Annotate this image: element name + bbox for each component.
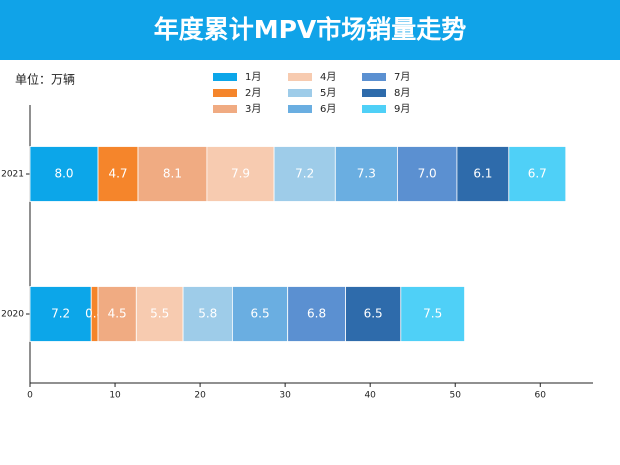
x-tick-label: 0 <box>27 391 33 401</box>
title-banner <box>0 0 620 60</box>
bar-segment <box>396 146 458 202</box>
bar-segment <box>182 286 233 342</box>
data-label: 7.0 <box>418 167 437 181</box>
bar-segment <box>232 286 289 342</box>
x-tick-label: 20 <box>194 391 206 401</box>
bar-segment <box>334 146 398 202</box>
x-tick-label: 10 <box>109 391 121 401</box>
bar-segment <box>135 286 184 342</box>
bar-segment <box>287 286 346 342</box>
bar-segment <box>29 146 99 202</box>
data-label: 8.1 <box>163 167 182 181</box>
bar-segment <box>345 286 402 342</box>
legend-swatch <box>213 105 237 113</box>
data-label: 6.1 <box>473 167 492 181</box>
legend-label: 9月 <box>394 103 410 115</box>
data-label: 6.7 <box>528 167 547 181</box>
data-label: 5.5 <box>150 307 169 321</box>
legend-label: 4月 <box>320 71 336 83</box>
data-label: 7.5 <box>423 307 442 321</box>
legend-label: 1月 <box>245 71 261 83</box>
data-label: 6.5 <box>364 307 383 321</box>
legend-swatch <box>362 105 386 113</box>
legend-label: 2月 <box>245 87 261 99</box>
x-tick-label: 30 <box>279 391 291 401</box>
legend-swatch <box>213 89 237 97</box>
bar-segment <box>137 146 208 202</box>
legend-label: 3月 <box>245 103 261 115</box>
x-tick-label: 60 <box>535 391 547 401</box>
legend-swatch <box>362 73 386 81</box>
data-label: 4.7 <box>108 167 127 181</box>
data-label: 5.8 <box>198 307 217 321</box>
legend-label: 8月 <box>394 87 410 99</box>
data-label: 6.5 <box>251 307 270 321</box>
legend-label: 5月 <box>320 87 336 99</box>
unit-label: 单位：万辆 <box>15 72 75 87</box>
legend-swatch <box>288 105 312 113</box>
data-label: 7.2 <box>295 167 314 181</box>
bar-segment <box>97 146 139 202</box>
x-tick-label: 40 <box>364 391 376 401</box>
bar-segment <box>273 146 336 202</box>
y-tick-label: 2020 <box>1 310 24 320</box>
legend-swatch <box>288 73 312 81</box>
data-label: 8.0 <box>54 167 73 181</box>
legend-swatch <box>213 73 237 81</box>
data-label: 6.8 <box>307 307 326 321</box>
data-label: 4.5 <box>108 307 127 321</box>
legend-label: 6月 <box>320 103 336 115</box>
bar-segment <box>206 146 275 202</box>
data-label: 7.9 <box>231 167 250 181</box>
bar-segment <box>400 286 465 342</box>
legend-swatch <box>362 89 386 97</box>
chart-title: 年度累计MPV市场销量走势 <box>154 15 467 44</box>
legend-swatch <box>288 89 312 97</box>
data-label: 7.2 <box>51 307 70 321</box>
data-label: 7.3 <box>357 167 376 181</box>
x-tick-label: 50 <box>450 391 462 401</box>
y-tick-label: 2021 <box>1 170 24 180</box>
legend-label: 7月 <box>394 71 410 83</box>
bar-segment <box>29 286 92 342</box>
bar-segment <box>508 146 567 202</box>
